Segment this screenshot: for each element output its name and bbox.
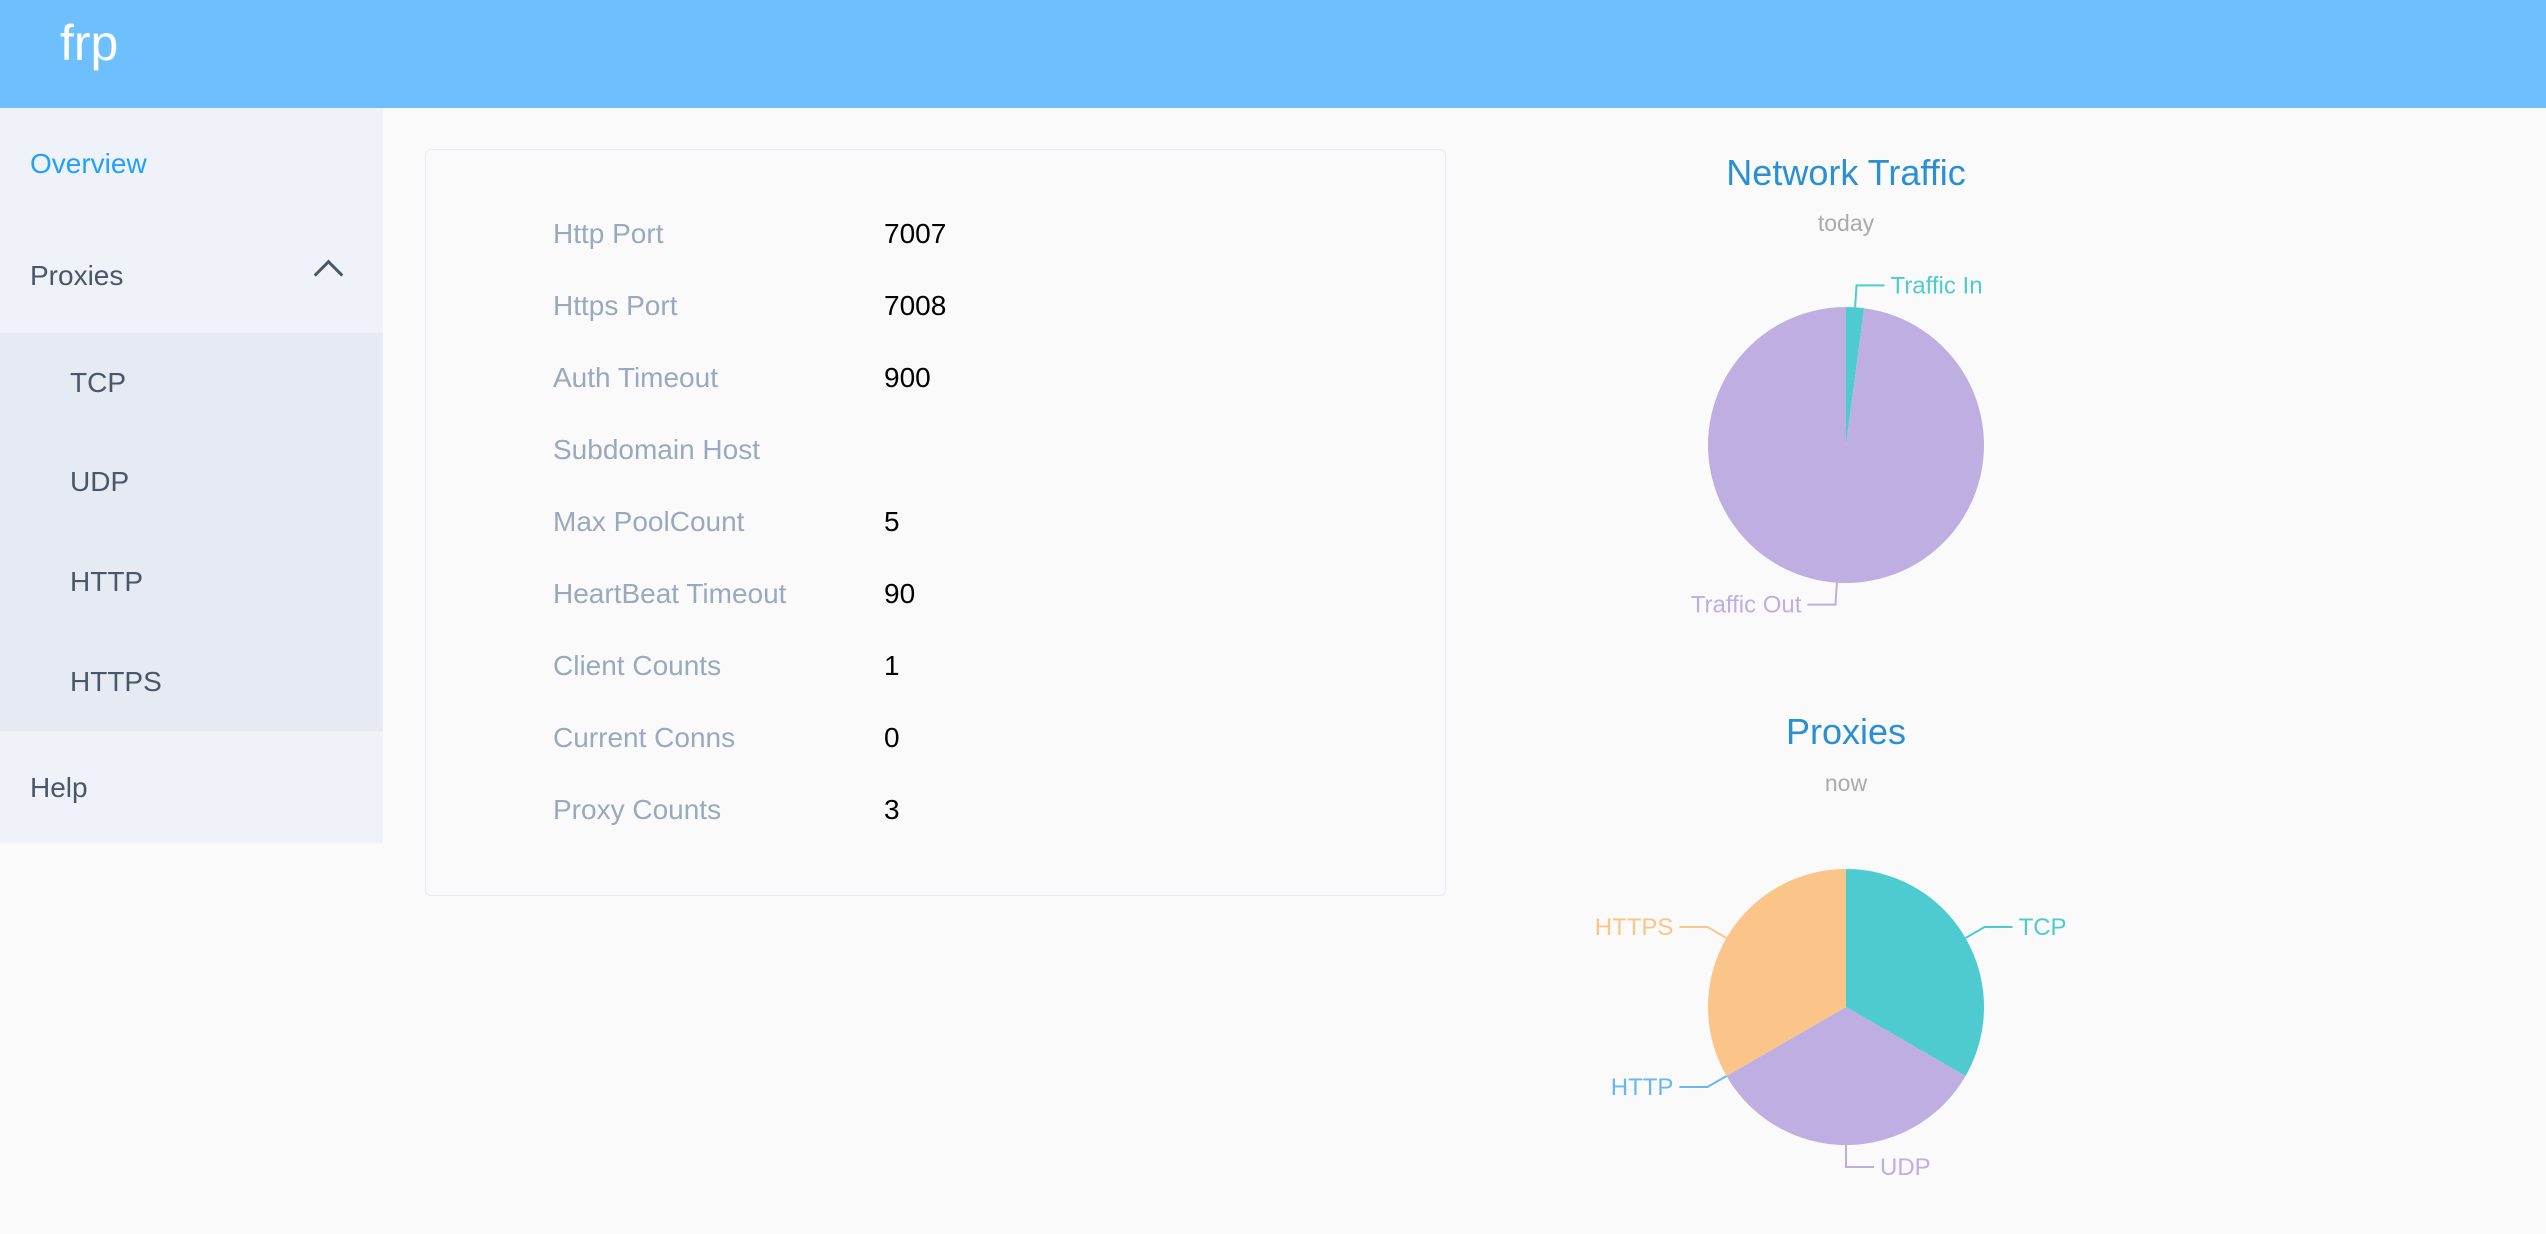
server-info-card: Http Port 7007 Https Port 7008 Auth Timeout 9… bbox=[425, 149, 1446, 896]
app-logo[interactable]: frp bbox=[60, 15, 119, 71]
sidebar-item-overview[interactable]: Overview bbox=[0, 114, 383, 214]
top-header: frp bbox=[0, 0, 2546, 108]
pie-label: HTTPS bbox=[1595, 914, 1674, 941]
sidebar-item-http[interactable]: HTTP bbox=[0, 532, 383, 632]
info-label: Client Counts bbox=[553, 650, 722, 681]
info-label: Current Conns bbox=[553, 722, 736, 753]
pie-slice-traffic-in[interactable] bbox=[1846, 307, 1865, 445]
sidebar-item-udp[interactable]: UDP bbox=[0, 432, 383, 532]
label-line bbox=[1845, 1145, 1874, 1168]
pie-label: TCP bbox=[2019, 914, 2067, 941]
label-line bbox=[1679, 926, 1727, 939]
proxies-chart-subtitle: now bbox=[1824, 770, 1868, 796]
proxies-chart-title: Proxies bbox=[1785, 711, 1907, 752]
info-label: Proxy Counts bbox=[553, 794, 722, 825]
info-label: Https Port bbox=[553, 290, 678, 321]
proxies-submenu: TCP UDP HTTP HTTPS bbox=[0, 333, 383, 731]
traffic-chart-title: Network Traffic bbox=[1726, 152, 1966, 193]
sidebar-item-proxies[interactable]: Proxies bbox=[0, 226, 383, 326]
pie-slice-https[interactable] bbox=[1708, 869, 1846, 1076]
info-label: Max PoolCount bbox=[553, 506, 745, 537]
sidebar-item-label: Proxies bbox=[30, 260, 124, 291]
pie-slice-tcp[interactable] bbox=[1846, 869, 1984, 1076]
info-label: Http Port bbox=[553, 218, 664, 249]
pie-label: Traffic In bbox=[1891, 272, 1983, 299]
sidebar-item-help[interactable]: Help bbox=[0, 738, 383, 838]
info-value: 7008 bbox=[884, 290, 947, 321]
info-label: HeartBeat Timeout bbox=[553, 578, 787, 609]
info-value: 7007 bbox=[884, 218, 947, 249]
sidebar-item-label: TCP bbox=[70, 367, 126, 398]
sidebar-item-label: HTTPS bbox=[70, 666, 162, 697]
sidebar-item-tcp[interactable]: TCP bbox=[0, 333, 383, 433]
info-value: 0 bbox=[884, 722, 900, 753]
info-label: Auth Timeout bbox=[553, 362, 718, 393]
traffic-chart-subtitle: today bbox=[1817, 210, 1875, 236]
label-line bbox=[1679, 1075, 1727, 1088]
info-value: 1 bbox=[884, 650, 900, 681]
sidebar-item-label: Help bbox=[30, 772, 88, 803]
sidebar-item-label: UDP bbox=[70, 466, 130, 497]
sidebar: Overview Proxies TCP UDP HTTP HTTPS Help bbox=[0, 108, 383, 843]
label-line bbox=[1854, 284, 1885, 308]
pie-label: HTTP bbox=[1611, 1074, 1674, 1101]
sidebar-item-label: Overview bbox=[30, 148, 147, 179]
info-value: 900 bbox=[884, 362, 931, 393]
info-label: Subdomain Host bbox=[553, 434, 761, 465]
info-value: 5 bbox=[884, 506, 900, 537]
sidebar-item-https[interactable]: HTTPS bbox=[0, 632, 383, 732]
pie-label: Traffic Out bbox=[1691, 592, 1802, 619]
sidebar-item-label: HTTP bbox=[70, 566, 144, 597]
label-line bbox=[1807, 582, 1838, 606]
info-value: 90 bbox=[884, 578, 916, 609]
pie-label: UDP bbox=[1880, 1154, 1931, 1181]
pie-slice-traffic-out[interactable] bbox=[1707, 307, 1984, 583]
label-line bbox=[1965, 926, 2013, 939]
info-value: 3 bbox=[884, 794, 900, 825]
